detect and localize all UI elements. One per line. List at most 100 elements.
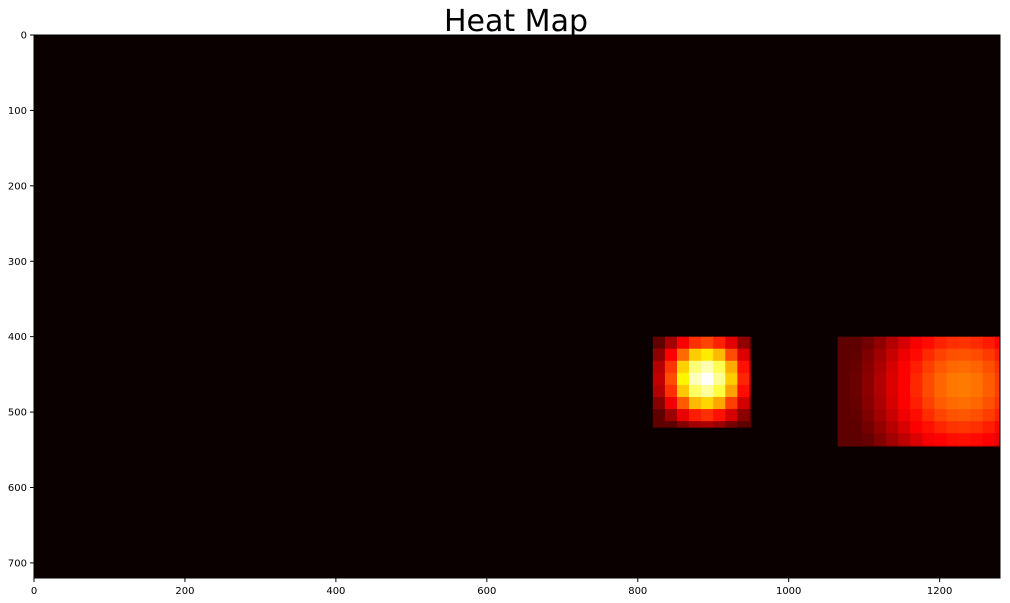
heatmap-cell	[861, 433, 875, 446]
heatmap-cell	[737, 336, 750, 350]
y-tick-label: 500	[8, 408, 27, 419]
heatmap-cell	[910, 360, 923, 374]
heatmap-cell	[994, 336, 1001, 350]
y-tick-label: 0	[21, 31, 27, 42]
heatmap-cell	[994, 409, 1001, 422]
heatmap-cell	[676, 348, 690, 362]
heatmap-cell	[994, 397, 1001, 410]
heatmap-cell	[934, 433, 947, 446]
heatmap-cell	[946, 421, 959, 434]
heatmap-cell	[725, 360, 738, 374]
heatmap-cell	[934, 409, 947, 422]
heatmap-cell	[970, 372, 984, 386]
heatmap-cell	[689, 397, 702, 410]
heatmap-cell	[873, 384, 887, 398]
heatmap-cell	[922, 348, 935, 362]
heatmap-cell	[849, 433, 863, 446]
heatmap-cell	[725, 384, 738, 398]
heatmap-cell	[713, 397, 726, 410]
heatmap-cell	[837, 421, 851, 434]
heatmap-cell	[922, 445, 935, 447]
x-tick-label: 400	[326, 586, 345, 597]
heatmap-cell	[837, 384, 851, 398]
heatmap-cell	[982, 409, 996, 422]
heatmap-cell	[713, 348, 726, 362]
heatmap-cell	[922, 372, 935, 386]
heatmap-cell	[886, 336, 899, 350]
heatmap-cell	[873, 336, 887, 350]
heatmap-cell	[910, 397, 923, 410]
heatmap-cell	[898, 397, 911, 410]
heatmap-cell	[886, 445, 899, 447]
heatmap-cell	[713, 360, 726, 374]
heatmap-cell	[664, 336, 678, 350]
heatmap-cell	[946, 384, 959, 398]
heatmap-cell	[664, 360, 678, 374]
heatmap-cell	[861, 336, 875, 350]
heatmap-cell	[910, 433, 923, 446]
y-tick-label: 400	[8, 332, 27, 343]
heatmap-cell	[994, 421, 1001, 434]
heatmap-cell	[958, 409, 972, 422]
chart-title: Heat Map	[444, 4, 588, 39]
heatmap-cell	[873, 445, 887, 447]
heatmap-cell	[910, 421, 923, 434]
heatmap-cell	[873, 421, 887, 434]
heatmap-cell	[922, 397, 935, 410]
heatmap-cell	[982, 397, 996, 410]
x-tick-label: 1200	[927, 586, 952, 597]
heatmap-cell	[970, 445, 984, 447]
heatmap-cell	[725, 336, 738, 350]
heatmap-cell	[946, 445, 959, 447]
x-tick-label: 600	[477, 586, 496, 597]
heatmap-cell	[934, 360, 947, 374]
heatmap-cell	[873, 372, 887, 386]
heatmap-cell	[994, 445, 1001, 447]
heatmap-cell	[713, 384, 726, 398]
heatmap-cell	[982, 336, 996, 350]
heatmap-cell	[701, 360, 714, 374]
heatmap-cell	[749, 360, 752, 374]
heatmap-cell	[873, 397, 887, 410]
heatmap-cell	[849, 397, 863, 410]
heatmap-cell	[886, 348, 899, 362]
heatmap-cell	[898, 433, 911, 446]
heatmap-cell	[737, 409, 750, 422]
heatmap-cell	[982, 360, 996, 374]
heatmap-cell	[652, 409, 666, 422]
heatmap-cell	[922, 384, 935, 398]
heatmap-cell	[861, 409, 875, 422]
heatmap-cell	[689, 384, 702, 398]
heatmap-cell	[946, 409, 959, 422]
heatmap-cell	[886, 360, 899, 374]
heatmap-cell	[970, 397, 984, 410]
heatmap-cell	[886, 372, 899, 386]
heatmap-cell	[994, 360, 1001, 374]
heatmap-cell	[676, 397, 690, 410]
heatmap-cell	[970, 384, 984, 398]
heatmap-cell	[970, 360, 984, 374]
heatmap-cell	[861, 372, 875, 386]
heatmap-cell	[676, 421, 690, 428]
heatmap-cell	[946, 360, 959, 374]
heatmap-cell	[713, 421, 726, 428]
heatmap-cell	[701, 397, 714, 410]
heatmap-cell	[713, 372, 726, 386]
heatmap-cell	[689, 372, 702, 386]
heatmap-cell	[898, 348, 911, 362]
heatmap-cell	[910, 372, 923, 386]
y-tick-label: 600	[8, 483, 27, 494]
heatmap-cell	[898, 336, 911, 350]
heatmap-cell	[958, 360, 972, 374]
heatmap-cell	[749, 409, 752, 422]
heatmap-cell	[934, 397, 947, 410]
heatmap-cell	[958, 421, 972, 434]
heatmap-cell	[689, 348, 702, 362]
heatmap-cell	[898, 409, 911, 422]
heatmap-cell	[922, 409, 935, 422]
x-axis: 0 200 400 600 800 1000 1200	[31, 578, 952, 597]
y-tick-label: 300	[8, 257, 27, 268]
heatmap-cell	[958, 384, 972, 398]
heatmap-cell	[737, 397, 750, 410]
heatmap-cell	[837, 445, 851, 447]
